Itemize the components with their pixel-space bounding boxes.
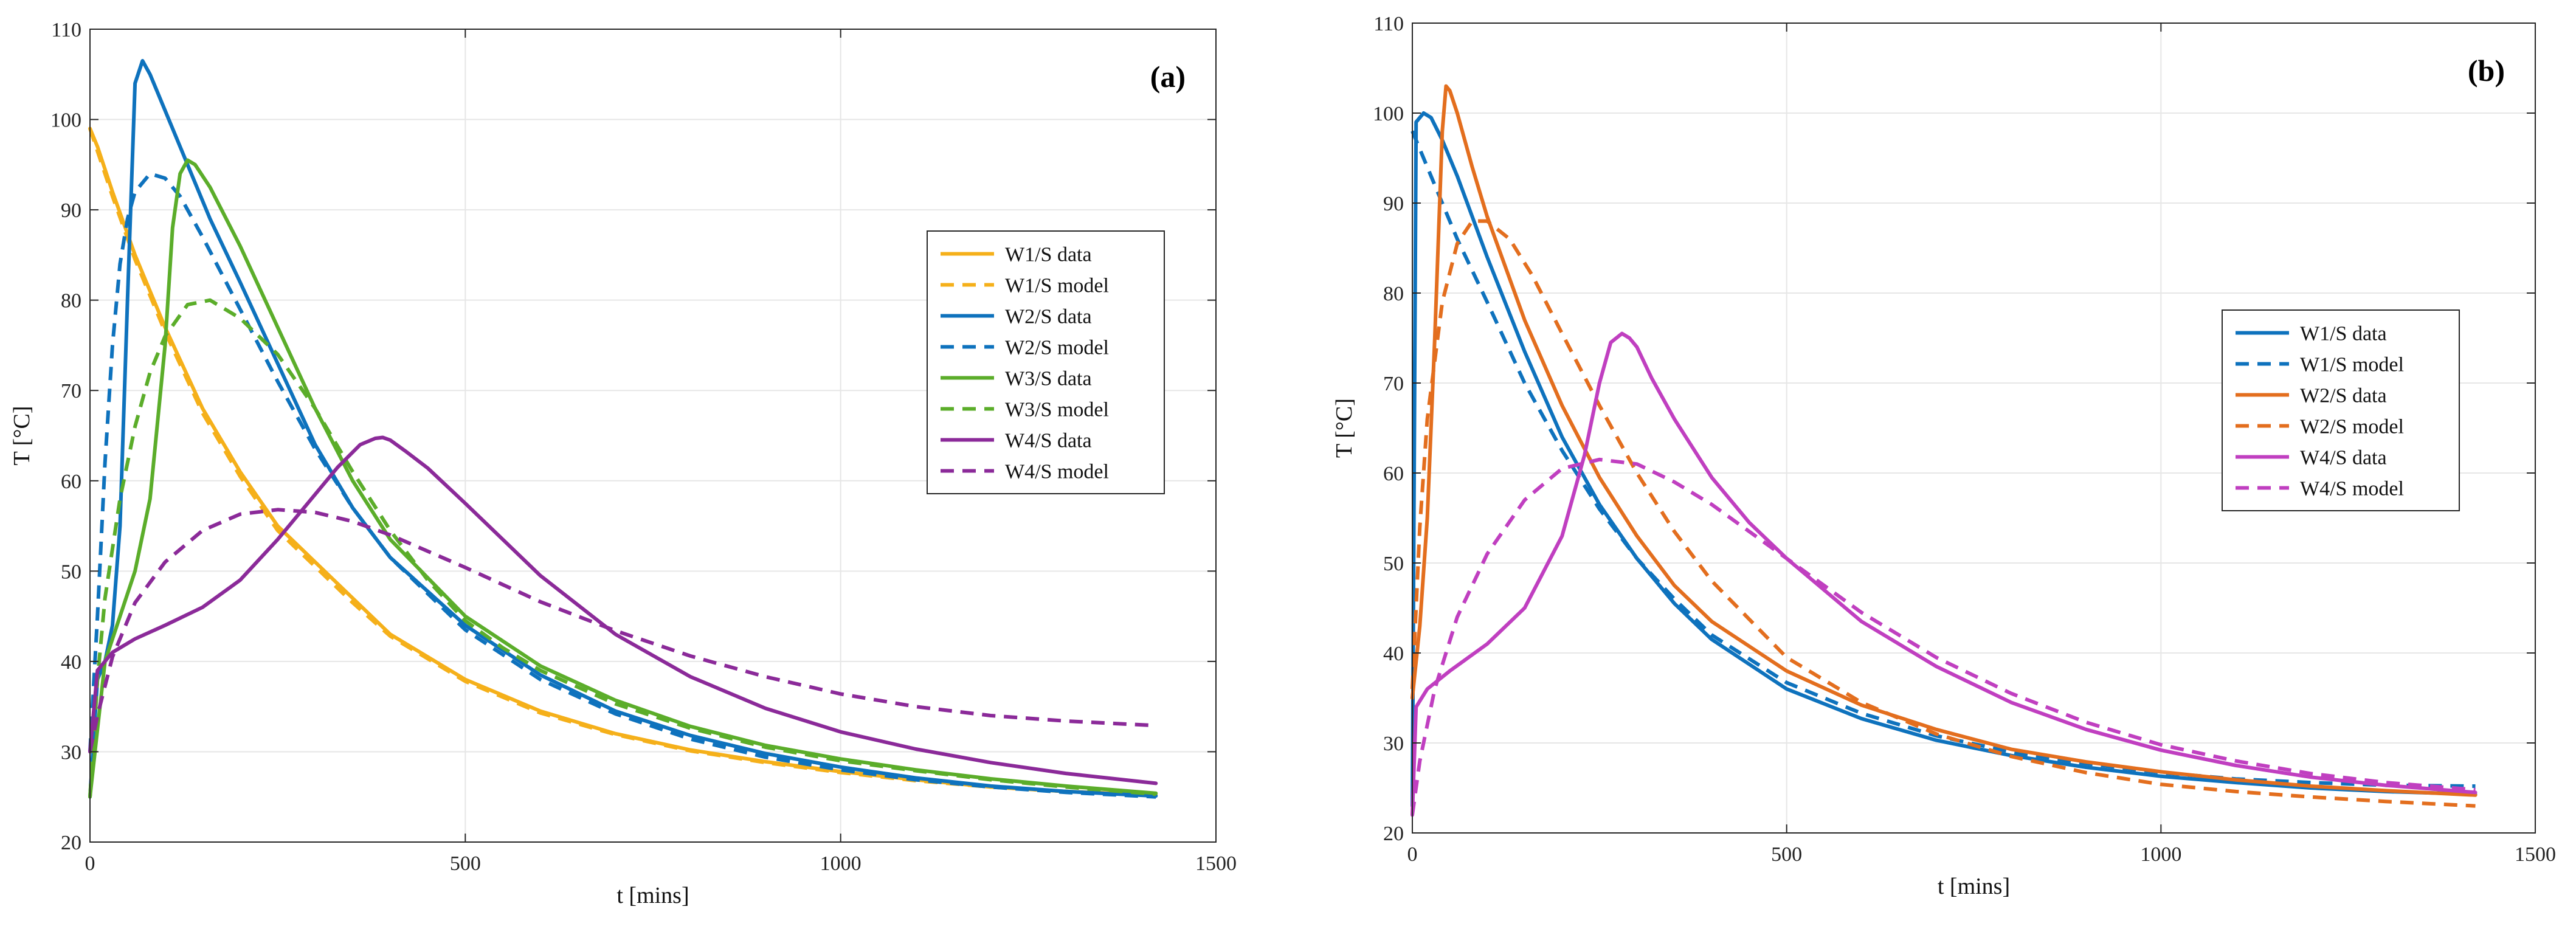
chart-b-ytick-label: 110 (1373, 13, 1404, 35)
chart-b-ytick-label: 30 (1383, 733, 1404, 755)
chart-a-ytick-label: 80 (61, 290, 81, 313)
chart-b-ytick-label: 20 (1383, 823, 1404, 845)
chart-b-xtick-label: 0 (1407, 843, 1418, 866)
chart-a-ytick-label: 20 (61, 832, 81, 854)
chart-b-xtick-label: 500 (1771, 843, 1802, 866)
chart-b-legend-label: W2/S data (2300, 385, 2387, 407)
chart-a-legend-label: W1/S data (1005, 244, 1092, 266)
chart-b-ytick-label: 80 (1383, 283, 1404, 305)
chart-b-ytick-label: 50 (1383, 553, 1404, 575)
chart-b-ytick-label: 90 (1383, 193, 1404, 215)
chart-b-legend (2222, 309, 2460, 511)
chart-a-ytick-label: 40 (61, 651, 81, 674)
chart-a-series-3 (88, 171, 1156, 799)
chart-a-xtick-label: 0 (85, 852, 95, 875)
chart-b-series-4 (1411, 331, 2478, 817)
chart-b-series-5 (1411, 457, 2476, 815)
chart-b-series-3 (1411, 219, 2476, 808)
chart-b-xlabel: t [mins] (1938, 874, 2010, 899)
chart-a-ytick-label: 50 (61, 561, 81, 583)
chart-b-xtick-label: 1000 (2140, 843, 2181, 866)
chart-a-ytick-label: 110 (51, 19, 81, 41)
chart-b-ylabel: T [°C] (1331, 398, 1357, 458)
chart-a-ytick-label: 100 (50, 109, 81, 132)
chart-a-xlabel: t [mins] (616, 883, 689, 908)
chart-a-legend-label: W3/S data (1005, 368, 1092, 390)
chart-b-legend-label: W4/S model (2300, 478, 2404, 500)
chart-b-axes-box (1412, 22, 2536, 834)
chart-a-series-5 (88, 298, 1156, 797)
chart-a-legend-label: W2/S model (1005, 337, 1109, 359)
chart-a-ytick-label: 30 (61, 741, 81, 764)
chart-a-legend-label: W4/S model (1005, 461, 1109, 483)
chart-a-legend (927, 230, 1165, 494)
chart-b-ytick-label: 100 (1373, 103, 1404, 125)
chart-a-panel-tag: (a) (1150, 60, 1186, 94)
chart-a-series-6 (88, 435, 1158, 786)
chart-a-ytick-label: 70 (61, 380, 81, 402)
chart-a-axes-box (89, 29, 1217, 843)
chart-b-ytick-label: 60 (1383, 463, 1404, 485)
chart-a-svg: 0 500 1000 1500 20 30 40 50 60 70 80 90 100 110 t [min… (9, 19, 1237, 908)
chart-a-xtick-label: 1000 (820, 852, 862, 875)
chart-b-legend-label: W1/S data (2300, 323, 2387, 345)
chart-a-xtick-label: 500 (450, 852, 481, 875)
chart-b-ytick-label: 40 (1383, 643, 1404, 665)
chart-b-legend-label: W1/S model (2300, 354, 2404, 376)
chart-a-series-2 (88, 59, 1158, 799)
chart-b-legend-label: W2/S model (2300, 416, 2404, 438)
chart-a-ylabel: T [°C] (9, 406, 35, 466)
chart-a-legend-label: W2/S data (1005, 306, 1092, 328)
chart-panel-b: 0 500 1000 1500 20 30 40 50 60 70 80 90 100 110 t [min… (1313, 0, 2576, 929)
chart-b-series-2 (1411, 84, 2478, 797)
chart-b-svg: 0 500 1000 1500 20 30 40 50 60 70 80 90 100 110 t [min… (1331, 13, 2556, 899)
chart-a-xtick-label: 1500 (1195, 852, 1237, 875)
chart-a-legend-label: W4/S data (1005, 430, 1092, 452)
chart-b-ytick-label: 70 (1383, 373, 1404, 395)
chart-a-ytick-label: 60 (61, 471, 81, 493)
chart-panel-a: 0 500 1000 1500 20 30 40 50 60 70 80 90 100 110 t [min… (0, 0, 1265, 929)
chart-b-xtick-label: 1500 (2515, 843, 2556, 866)
chart-b-legend-label: W4/S data (2300, 447, 2387, 469)
chart-a-legend-label: W1/S model (1005, 275, 1109, 297)
chart-a-legend-label: W3/S model (1005, 399, 1109, 421)
chart-b-panel-tag: (b) (2468, 54, 2505, 88)
chart-a-ytick-label: 90 (61, 199, 81, 222)
chart-a-series-7 (88, 508, 1156, 753)
